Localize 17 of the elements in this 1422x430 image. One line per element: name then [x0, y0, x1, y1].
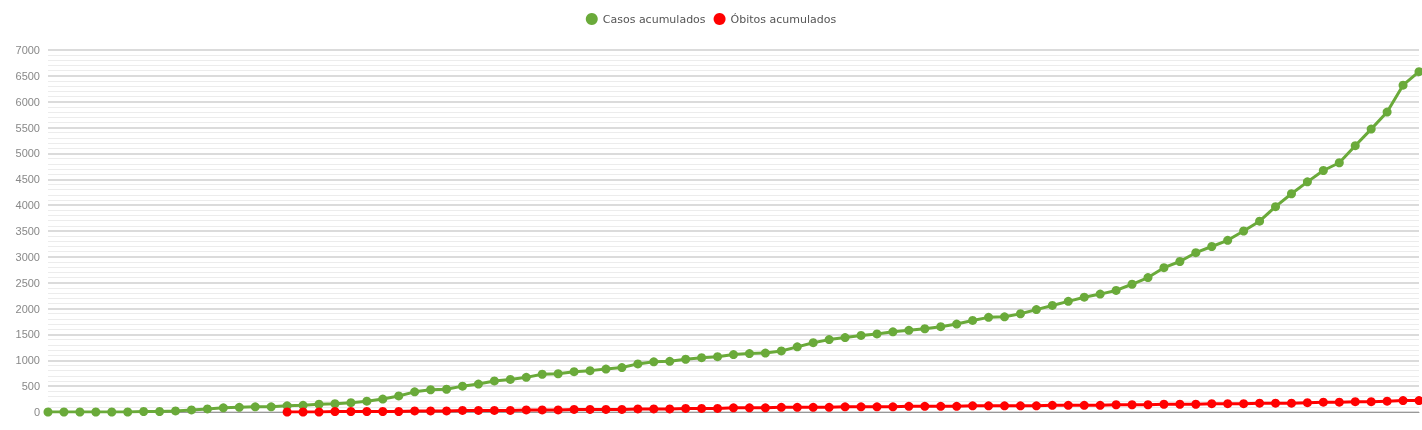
legend-label: Casos acumulados [602, 12, 706, 26]
y-tick-label: 6500 [15, 69, 40, 82]
y-tick-label: 2000 [15, 302, 40, 315]
y-tick-label: 2500 [15, 276, 40, 289]
y-tick-label: 4500 [15, 173, 40, 186]
y-tick-label: 5500 [15, 121, 40, 134]
y-tick-label: 3000 [15, 250, 40, 263]
y-tick-label: 5000 [15, 147, 40, 160]
y-tick-label: 3500 [15, 225, 40, 237]
y-tick-label: 6000 [15, 95, 40, 108]
y-tick-label: 1500 [15, 328, 40, 341]
y-tick-label: 1000 [15, 354, 40, 367]
y-tick-label: 0 [33, 406, 40, 418]
legend-label: Óbitos acumulados [730, 12, 837, 26]
y-tick-label: 7000 [15, 44, 40, 56]
y-tick-label: 4000 [15, 199, 40, 212]
y-tick-label: 500 [21, 380, 40, 393]
